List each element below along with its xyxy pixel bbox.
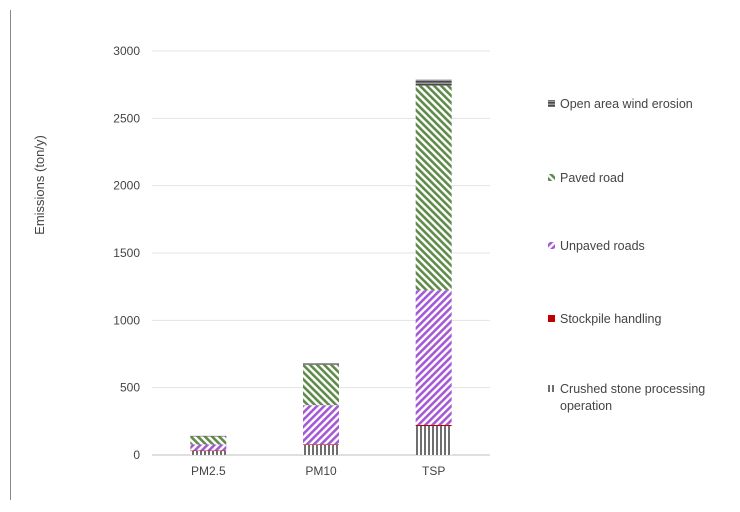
- bar-segment: [415, 85, 452, 291]
- x-axis-ticks: PM2.5 PM10 TSP: [191, 464, 445, 478]
- y-tick-label: 0: [133, 448, 140, 462]
- bar-segment: [303, 364, 339, 406]
- legend-label: Paved road: [560, 171, 624, 185]
- y-tick-label: 500: [120, 381, 140, 395]
- legend-item: Open area wind erosion: [548, 97, 693, 111]
- y-tick-label: 2000: [113, 179, 140, 193]
- bar-segment: [303, 405, 339, 445]
- bar-segment: [415, 426, 452, 455]
- bars: [190, 79, 452, 455]
- legend-item: Unpaved roads: [548, 239, 645, 253]
- legend-label: Crushed stone processing operation: [560, 382, 705, 413]
- y-axis-ticks: 0 500 1000 1500 2000 2500 3000: [113, 44, 140, 462]
- x-tick-label: TSP: [422, 464, 445, 478]
- bar-segment: [415, 79, 452, 86]
- legend-item: Paved road: [548, 171, 624, 185]
- bar-segment: [303, 363, 339, 365]
- bar-segment: [415, 290, 452, 425]
- legend-swatch: [548, 174, 555, 181]
- y-tick-label: 3000: [113, 44, 140, 58]
- bar-segment: [190, 436, 227, 445]
- legend-swatch: [548, 242, 555, 249]
- bar-segment: [303, 444, 339, 445]
- legend-label: Open area wind erosion: [560, 97, 693, 111]
- legend: Open area wind erosion Paved road Unpaved …: [548, 97, 705, 413]
- legend-swatch: [548, 100, 555, 107]
- legend-item: Crushed stone processing operation: [548, 382, 705, 413]
- legend-label: Unpaved roads: [560, 239, 645, 253]
- bar-segment: [190, 450, 227, 455]
- y-tick-label: 1000: [113, 313, 140, 327]
- y-tick-label: 2500: [113, 111, 140, 125]
- bar-segment: [190, 444, 227, 451]
- legend-label: Stockpile handling: [560, 312, 662, 326]
- bar-segment: [303, 444, 339, 455]
- bar-segment: [190, 450, 227, 452]
- legend-swatch: [548, 315, 555, 322]
- x-tick-label: PM10: [305, 464, 337, 478]
- bar-segment: [190, 435, 227, 437]
- y-tick-label: 1500: [113, 246, 140, 260]
- bar-segment: [415, 424, 452, 427]
- frame-border-line: [10, 10, 11, 500]
- x-tick-label: PM2.5: [191, 464, 226, 478]
- legend-swatch: [548, 385, 555, 392]
- legend-item: Stockpile handling: [548, 312, 662, 326]
- y-axis-title: Emissions (ton/y): [32, 135, 47, 235]
